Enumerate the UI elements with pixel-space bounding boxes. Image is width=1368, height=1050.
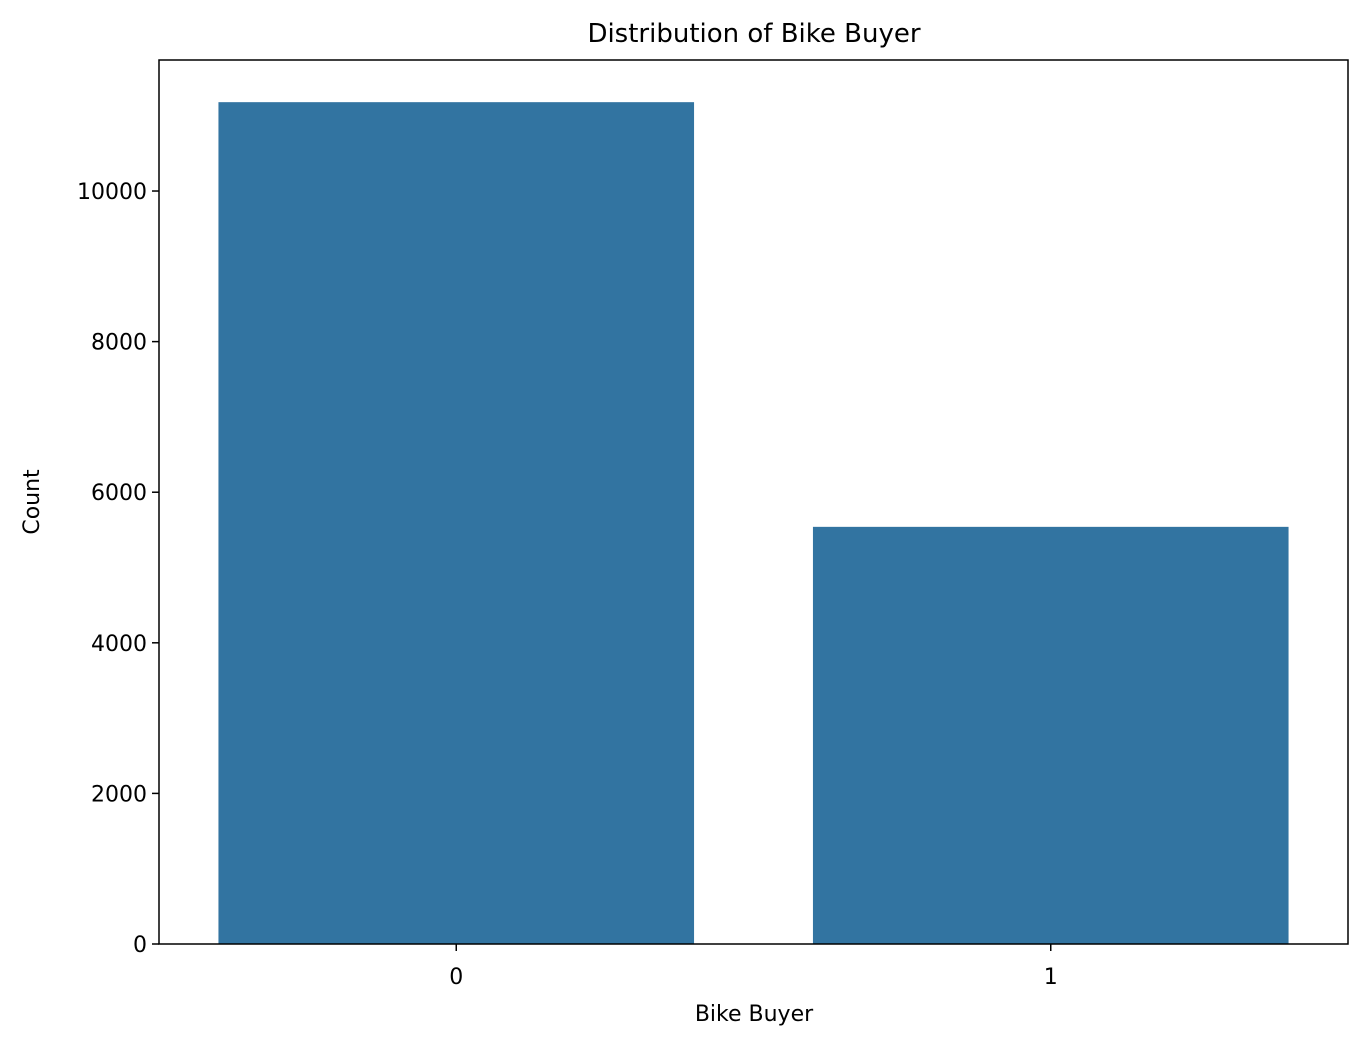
plot-area-frame xyxy=(158,59,1349,945)
y-tick-label: 0 xyxy=(133,933,147,958)
x-tick-label: 1 xyxy=(1044,965,1058,990)
bar-0 xyxy=(218,102,695,945)
x-tick-label: 0 xyxy=(449,965,463,990)
y-tick-label: 2000 xyxy=(91,782,147,807)
y-tick-label: 4000 xyxy=(91,632,147,657)
chart-title: Distribution of Bike Buyer xyxy=(587,19,920,49)
y-tick-label: 6000 xyxy=(91,481,147,506)
y-axis-label: Count xyxy=(20,469,45,535)
y-axis: 0 2000 4000 6000 8000 10000 xyxy=(77,180,159,958)
bar-1 xyxy=(812,526,1289,944)
bars-layer xyxy=(218,102,1289,945)
x-axis-label: Bike Buyer xyxy=(695,1002,814,1027)
y-tick-label: 10000 xyxy=(77,180,147,205)
y-tick-label: 8000 xyxy=(91,331,147,356)
